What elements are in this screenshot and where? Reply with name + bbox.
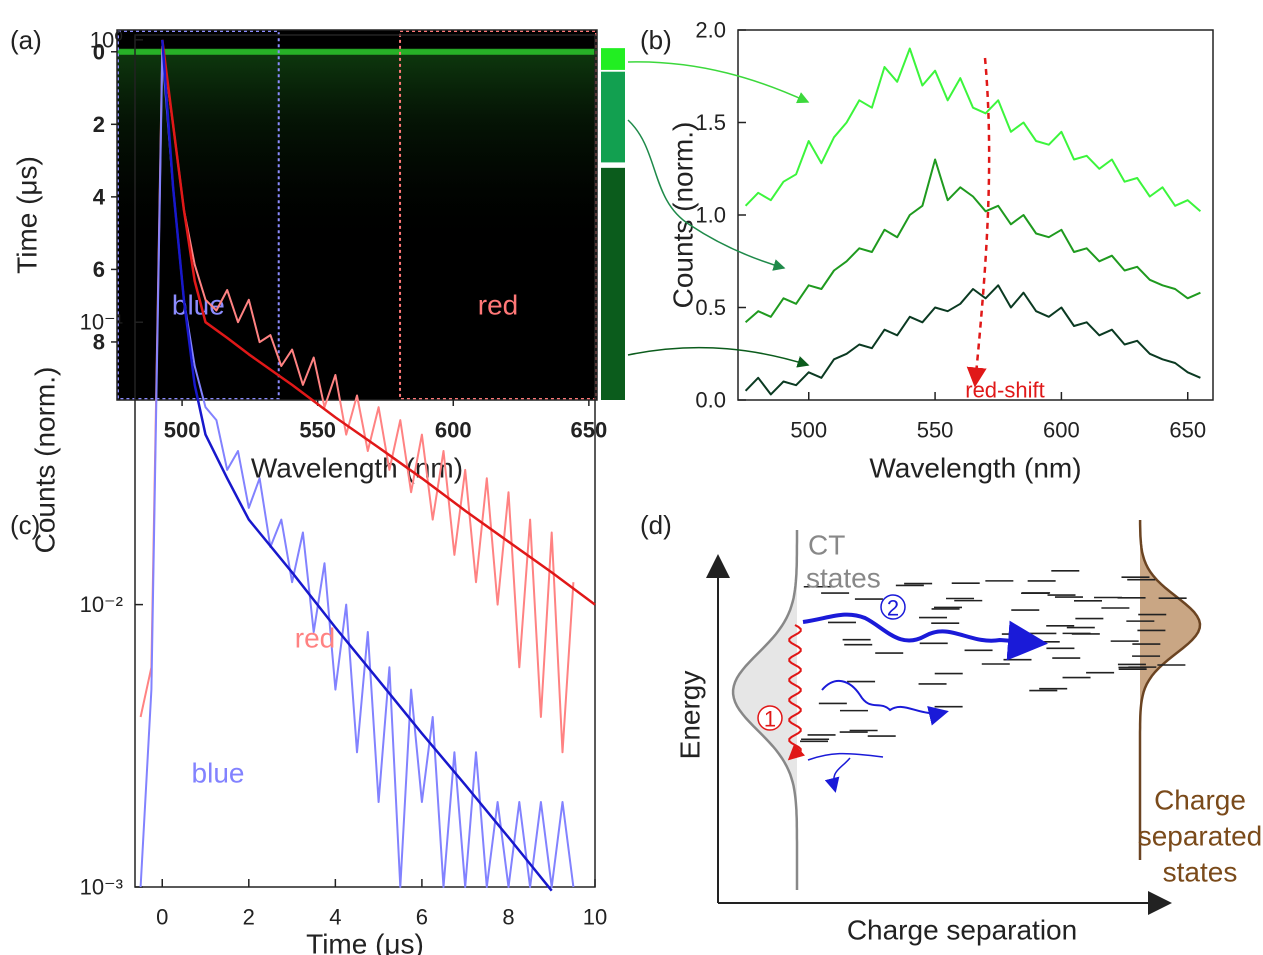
panel-label: (d) <box>640 510 672 540</box>
relaxation-arrow <box>787 624 806 761</box>
x-tick-label: 2 <box>243 905 255 930</box>
time-gate <box>601 48 625 70</box>
ct-label: CT <box>808 530 845 561</box>
heatmap-haze <box>117 50 597 250</box>
red-shift-arrow <box>966 57 991 388</box>
y-tick-label: 10⁻¹ <box>80 310 123 335</box>
series-line <box>744 158 1201 324</box>
step-label: 1 <box>764 707 776 732</box>
x-tick-label: 550 <box>917 418 954 443</box>
panel-label: (a) <box>10 25 42 55</box>
cs-curve <box>1138 520 1202 860</box>
cs-label: Charge <box>1154 785 1246 816</box>
series-label: red <box>295 623 335 654</box>
x-tick-label: 10 <box>583 905 607 930</box>
x-axis-label: Charge separation <box>847 915 1077 946</box>
time-gate <box>601 167 625 400</box>
y-tick-label: 6 <box>93 257 105 282</box>
y-tick-label: 0.0 <box>695 388 726 413</box>
cs-label: separated <box>1138 821 1263 852</box>
y-tick-label: 0.5 <box>695 295 726 320</box>
gate-arrow <box>627 61 810 104</box>
ct-label: states <box>806 563 881 594</box>
region <box>117 30 280 400</box>
x-axis-label: Wavelength (nm) <box>869 453 1081 484</box>
x-tick-label: 500 <box>164 418 201 443</box>
gate-arrow <box>627 119 786 271</box>
plot-frame <box>134 34 596 888</box>
ct-curve <box>731 530 799 890</box>
y-tick-label: 2.0 <box>695 18 726 43</box>
transport-arrow <box>807 752 884 790</box>
region <box>399 30 597 400</box>
x-tick-label: 550 <box>299 418 336 443</box>
transport-arrow <box>821 680 949 726</box>
series-line <box>161 39 553 892</box>
annotation: red-shift <box>965 378 1044 403</box>
y-axis-label: Counts (norm.) <box>668 122 699 309</box>
cs-label: states <box>1163 857 1238 888</box>
x-tick-label: 4 <box>329 905 341 930</box>
y-tick-label: 4 <box>93 184 106 209</box>
x-tick-label: 500 <box>790 418 827 443</box>
panel-label: (c) <box>10 510 40 540</box>
x-axis-label: Time (μs) <box>306 929 424 955</box>
series-line <box>744 47 1202 213</box>
x-axis-label: Wavelength (nm) <box>251 453 463 484</box>
x-tick-label: 600 <box>435 418 472 443</box>
series-line <box>139 45 575 754</box>
x-tick-label: 650 <box>571 418 608 443</box>
y-tick-label: 2 <box>93 112 105 137</box>
x-tick-label: 6 <box>416 905 428 930</box>
series-line <box>744 284 1201 396</box>
series-label: blue <box>192 758 245 789</box>
x-tick-label: 8 <box>502 905 514 930</box>
x-tick-label: 0 <box>156 905 168 930</box>
region-label: red <box>478 290 518 321</box>
time-gate <box>601 71 625 163</box>
step-marker <box>757 705 783 731</box>
panel-label: (b) <box>640 25 672 55</box>
y-axis-label: Energy <box>675 671 706 760</box>
step-label: 2 <box>887 596 899 621</box>
x-tick-label: 600 <box>1043 418 1080 443</box>
y-tick-label: 10⁻² <box>80 592 123 617</box>
y-axis-label: Time (μs) <box>12 156 43 274</box>
y-tick-label: 1.5 <box>695 110 726 135</box>
y-tick-label: 1.0 <box>695 203 726 228</box>
heatmap-peak <box>117 48 597 55</box>
y-tick-label: 10⁻³ <box>80 875 123 900</box>
y-tick-label: 8 <box>93 329 105 354</box>
series-line <box>161 39 596 606</box>
transport-arrow <box>802 612 1048 661</box>
x-tick-label: 650 <box>1169 418 1206 443</box>
y-axis-label: Counts (norm.) <box>30 367 61 554</box>
y-tick-label: 0 <box>93 39 105 64</box>
step-marker <box>880 594 906 620</box>
y-tick-label: 10⁰ <box>90 27 123 52</box>
gate-arrow <box>627 346 810 368</box>
